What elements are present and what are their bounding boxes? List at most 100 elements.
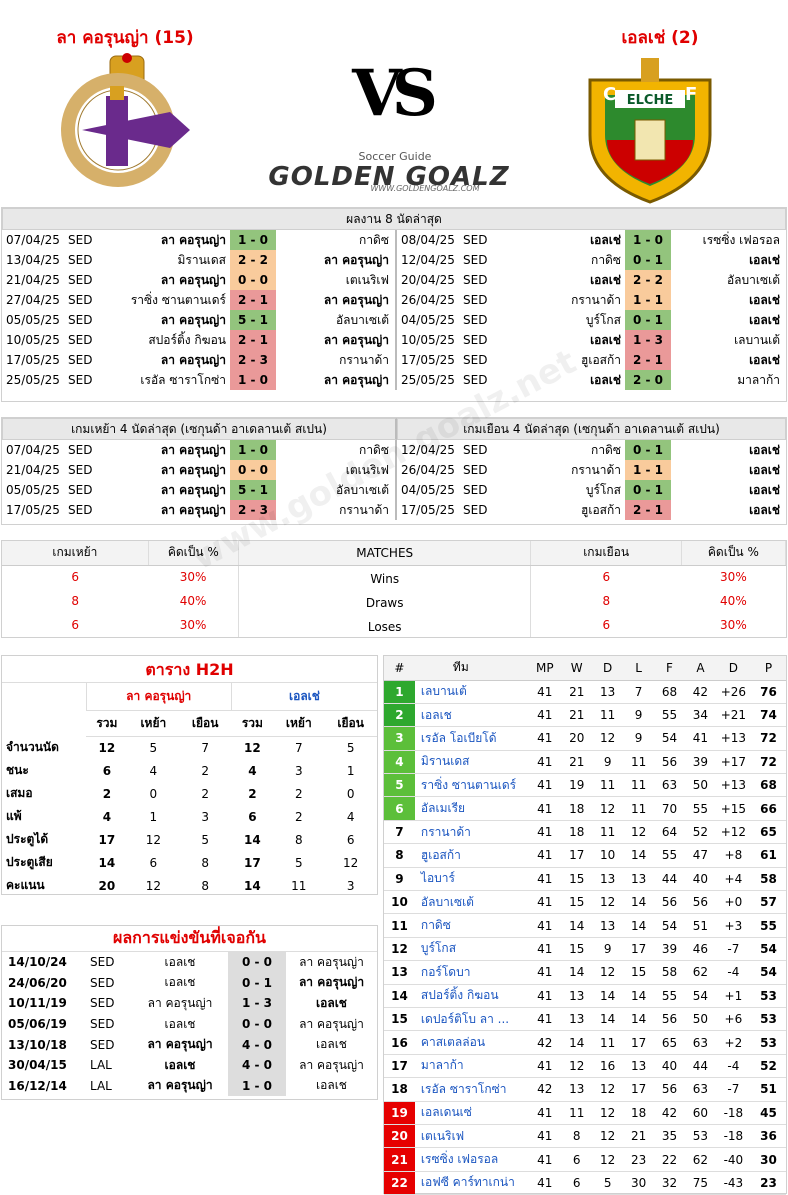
league-row: 10 อัลบาเซเต้ 41 15 12 14 56 56 +0 57 (384, 890, 786, 915)
league-team[interactable]: เอฟซี คาร์ทาเกน่า (414, 1171, 529, 1195)
league-stat: 30 (750, 1147, 786, 1172)
meeting-home: เอลเช (164, 975, 196, 990)
h2h-value: 4 (346, 809, 355, 824)
league-stat: 9 (623, 703, 655, 728)
league-stat: 66 (750, 796, 786, 821)
league-stat: 44 (654, 867, 685, 892)
league-stat: 21 (623, 1124, 655, 1149)
league-stat: 14 (592, 984, 624, 1008)
league-stat: 41 (528, 680, 562, 704)
league-stat: 14 (592, 1007, 624, 1032)
match-date: 04/05/25 (401, 313, 455, 327)
meeting-home: ลา คอรุนญ่า (147, 1037, 213, 1052)
league-team[interactable]: เอลเดนเซ่ (414, 1101, 529, 1125)
h2h-row: คะแนน 20 12 8 14 11 3 (2, 874, 377, 897)
match-row: 25/05/25 SED เรอัล ซาราโกซ่า 1 - 0 ลา คอรุนญ… (2, 370, 396, 390)
h2h-value: 5 (346, 740, 355, 755)
league-stat: +26 (715, 680, 751, 704)
h2h-row: เสมอ 2 0 2 2 2 0 (2, 782, 377, 805)
match-league: SED (463, 483, 488, 497)
summary-cell: 30% (720, 570, 747, 585)
league-header-cell: ทีม (414, 656, 529, 681)
match-score: 0 - 1 (625, 480, 671, 500)
league-row: 4 มิรานเดส 41 21 9 11 56 39 +17 72 (384, 750, 786, 775)
meeting-league: SED (90, 996, 115, 1011)
meeting-home: เอลเช (164, 1016, 196, 1031)
league-stat: 41 (528, 843, 562, 868)
league-stat: 55 (654, 703, 685, 728)
league-stat: 54 (654, 726, 685, 751)
summary-cell: Loses (237, 613, 532, 637)
league-stat: 11 (592, 773, 624, 798)
league-team[interactable]: เดปอร์ติโบ ลา ... (414, 1007, 529, 1032)
league-team[interactable]: เอลเช (414, 703, 529, 728)
meeting-league: SED (90, 1017, 115, 1032)
away-team: ลา คอรุนญ่า (323, 372, 389, 387)
league-team[interactable]: อัลเมเรีย (414, 796, 529, 821)
league-stat: 12 (592, 890, 624, 915)
league-team[interactable]: เรซซิ่ง เฟอรอล (414, 1147, 529, 1172)
match-score: 2 - 1 (230, 330, 276, 350)
league-team[interactable]: กอร์โดบา (414, 960, 529, 985)
match-row: 17/05/25 SED ลา คอรุนญ่า 2 - 3 กรานาด้า (2, 500, 396, 520)
league-team[interactable]: ไอบาร์ (414, 867, 529, 892)
h2h-value: 14 (244, 832, 261, 847)
h2h-value: 12 (98, 740, 116, 755)
away-team: เตเนริเฟ (345, 272, 389, 287)
league-stat: 42 (654, 1101, 685, 1125)
away-team: เลบานเต้ (734, 332, 780, 347)
away-team: เอลเช่ (749, 442, 780, 457)
home-team: เอลเช่ (590, 372, 621, 387)
league-team[interactable]: กรานาด้า (414, 820, 529, 845)
league-stat: 65 (750, 820, 786, 845)
league-stat: 58 (654, 960, 685, 985)
league-team[interactable]: คาสเตลล่อน (414, 1030, 529, 1055)
summary-cell: Draws (237, 589, 532, 613)
league-stat: +17 (715, 750, 751, 775)
league-team[interactable]: เตเนริเฟ (414, 1124, 529, 1149)
league-stat: 23 (750, 1171, 786, 1195)
league-team[interactable]: เรอัล ซาราโกซ่า (414, 1077, 529, 1102)
league-stat: 58 (750, 867, 786, 892)
league-position: 18 (384, 1077, 415, 1102)
meeting-date: 30/04/15 (8, 1058, 67, 1073)
h2h-value: 12 (244, 740, 261, 755)
summary-cell: 6 (602, 570, 611, 585)
league-stat: 15 (561, 937, 593, 962)
meeting-row: 05/06/19 SED เอลเช 0 - 0 ลา คอรุนญ่า (2, 1013, 377, 1035)
league-team[interactable]: อัลบาเซเต้ (414, 890, 529, 915)
league-stat: 42 (528, 1077, 562, 1102)
match-date: 12/04/25 (401, 253, 455, 267)
match-row: 05/05/25 SED ลา คอรุนญ่า 5 - 1 อัลบาเซเต้ (2, 310, 396, 330)
league-team[interactable]: ราซิ่ง ซานตานเดร์ (414, 773, 529, 798)
league-stat: 12 (623, 820, 655, 845)
league-row: 21 เรซซิ่ง เฟอรอล 41 6 12 23 22 62 -40 30 (384, 1147, 786, 1172)
league-team[interactable]: สปอร์ติ้ง กิฆอน (414, 984, 529, 1008)
match-league: SED (68, 253, 93, 267)
league-team[interactable]: เลบานเต้ (414, 680, 529, 704)
league-team[interactable]: กาดิซ (414, 913, 529, 938)
home-team: ฮูเอสก้า (581, 352, 621, 367)
league-team[interactable]: มาลาก้า (414, 1054, 529, 1079)
league-team[interactable]: บูร์โกส (414, 937, 529, 962)
meeting-away: ลา คอรุนญ่า (299, 954, 364, 969)
league-team[interactable]: เรอัล โอเบียโด้ (414, 726, 529, 751)
match-league: SED (463, 503, 488, 517)
league-team[interactable]: มิรานเดส (414, 750, 529, 775)
h2h-value: 14 (98, 855, 116, 870)
match-row: 13/04/25 SED มิรานเดส 2 - 2 ลา คอรุนญ่า (2, 250, 396, 270)
match-row: 26/04/25 SED กรานาด้า 1 - 1 เอลเช่ (397, 460, 786, 480)
league-stat: 64 (654, 820, 685, 845)
league-stat: 44 (684, 1054, 716, 1079)
league-stat: 36 (750, 1124, 786, 1149)
league-stat: 56 (654, 1007, 685, 1032)
home-team-title: ลา คอรุนญ่า (15) (56, 28, 194, 48)
league-stat: 41 (528, 960, 562, 985)
match-date: 10/05/25 (401, 333, 455, 347)
league-stat: 13 (561, 1077, 593, 1102)
league-stat: -7 (715, 937, 751, 962)
league-team[interactable]: ฮูเอสก้า (414, 843, 529, 868)
league-stat: 41 (528, 1171, 562, 1195)
away-team: อัลบาเซเต้ (726, 272, 780, 287)
league-stat: 41 (528, 703, 562, 728)
